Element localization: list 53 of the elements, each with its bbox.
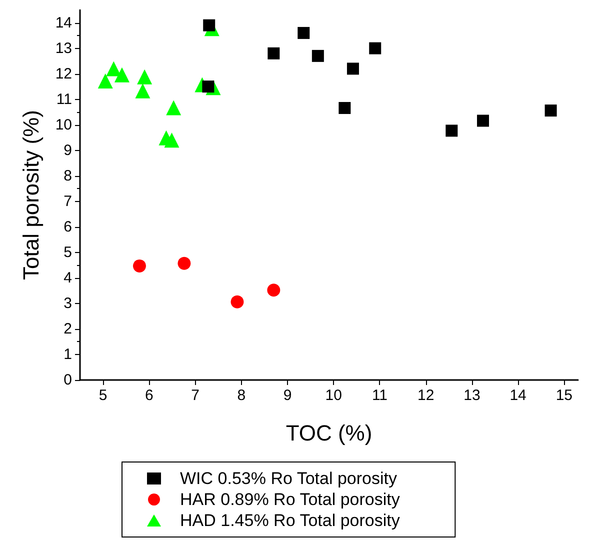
point [98, 73, 113, 88]
x-tick-label: 15 [556, 387, 573, 404]
point [346, 62, 359, 75]
x-tick-label: 14 [510, 387, 526, 404]
point [312, 50, 324, 62]
y-tick-label: 9 [64, 142, 72, 159]
point [202, 80, 214, 93]
point [114, 67, 130, 82]
y-tick-label: 2 [64, 320, 72, 338]
y-tick-label: 11 [56, 90, 72, 108]
y-tick-label: 4 [64, 269, 72, 286]
y-tick-label: 3 [64, 294, 72, 312]
x-tick-label: 12 [417, 387, 434, 404]
point [178, 256, 191, 270]
point [544, 104, 557, 117]
y-tick-label: 0 [64, 372, 72, 388]
point [267, 284, 280, 297]
point [203, 19, 216, 32]
legend-label: HAR 0.89% Ro Total porosity [180, 490, 400, 509]
point [132, 259, 146, 272]
y-tick-label: 12 [55, 65, 72, 82]
y-tick-label: 6 [64, 218, 72, 236]
point [230, 295, 244, 308]
point [137, 69, 152, 84]
y-axis-title: Total porosity (%) [18, 110, 44, 280]
point [106, 61, 122, 76]
point [338, 102, 351, 114]
x-tick-label: 11 [372, 387, 388, 404]
x-tick-label: 13 [464, 387, 480, 404]
y-tick-label: 8 [64, 167, 72, 184]
legend-label: HAD 1.45% Ro Total porosity [180, 511, 400, 530]
point [164, 132, 180, 148]
x-tick-label: 6 [144, 387, 154, 404]
point [477, 114, 490, 127]
point [298, 26, 310, 39]
legend-label: WIC 0.53% Ro Total porosity [180, 469, 398, 488]
x-tick-label: 7 [191, 387, 200, 404]
point [166, 100, 182, 116]
y-tick-label: 5 [64, 244, 72, 261]
point [369, 42, 382, 54]
y-tick-label: 7 [64, 192, 72, 210]
x-tick-label: 5 [98, 387, 108, 404]
y-tick-label: 14 [55, 14, 72, 32]
x-tick-label: 10 [325, 387, 342, 404]
point [446, 124, 458, 137]
y-tick-label: 10 [55, 116, 72, 134]
y-tick-label: 1 [64, 346, 72, 363]
x-axis-title: TOC (%) [286, 420, 372, 446]
point [135, 83, 150, 98]
y-tick-label: 13 [55, 40, 72, 57]
x-tick-label: 9 [283, 387, 292, 404]
point [268, 47, 280, 60]
x-tick-label: 8 [237, 387, 246, 404]
